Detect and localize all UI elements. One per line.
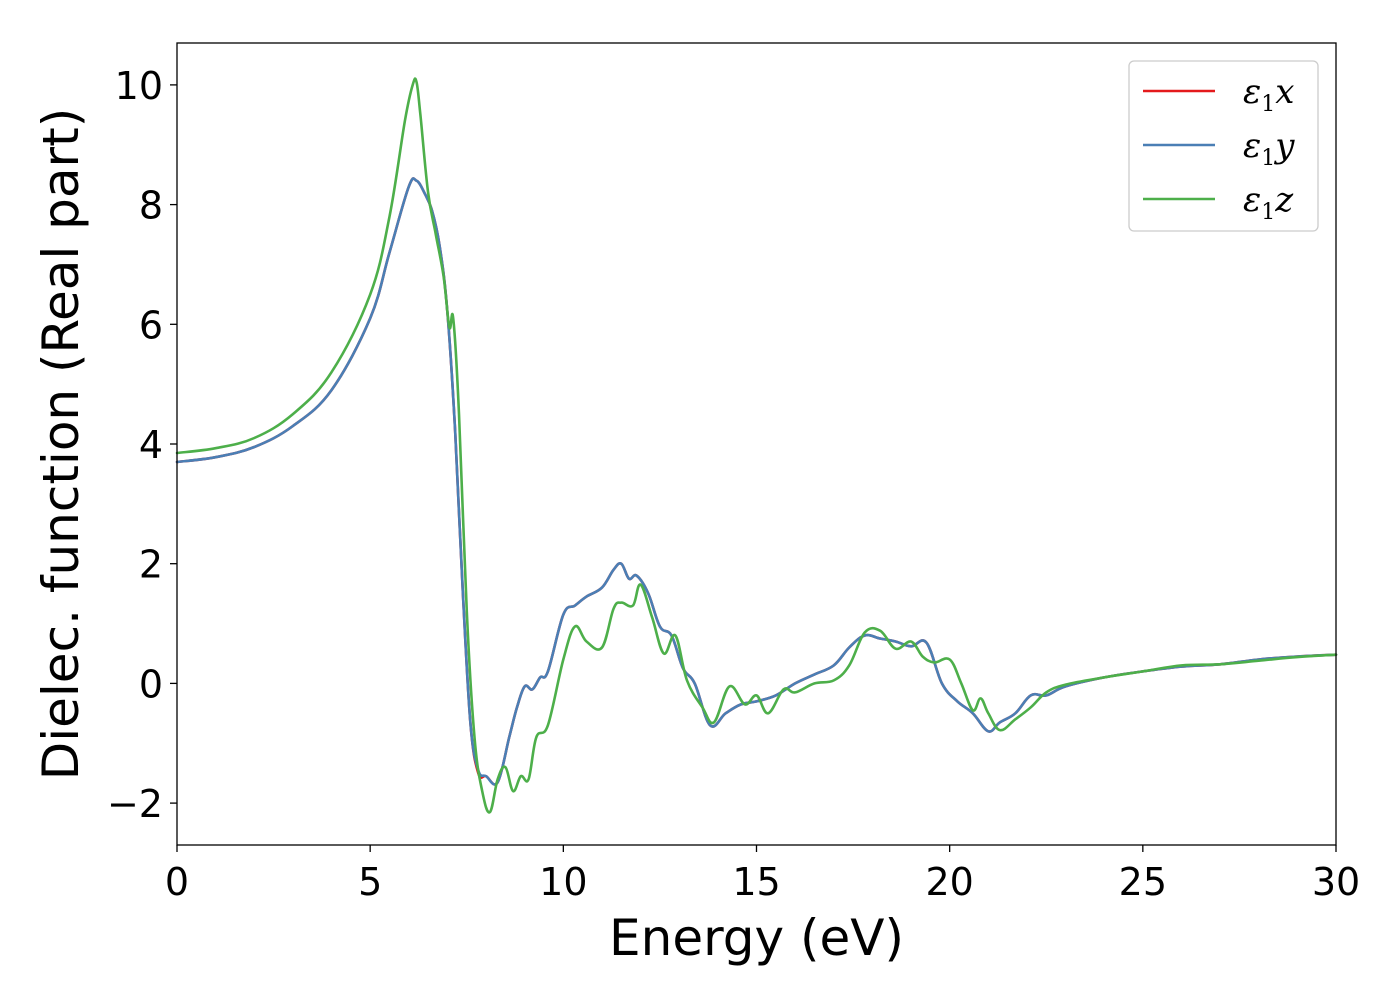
x-tick-label: 25 [1119,860,1167,904]
y-tick-label: 4 [139,423,163,467]
series-layer [175,77,1338,814]
legend-label-z: ε1z [1243,180,1294,225]
legend-label-y: ε1y [1243,126,1295,171]
y-tick-label: 10 [115,64,163,108]
x-tick-label: 10 [539,860,587,904]
x-tick-label: 15 [732,860,780,904]
x-tick-label: 20 [925,860,973,904]
y-tick-label: 0 [139,662,163,706]
x-axis-ticks: 0 5 10 15 20 25 30 [165,845,1360,904]
legend: ε1x ε1y ε1z [1128,60,1319,232]
x-tick-label: 30 [1312,860,1360,904]
y-tick-label: 2 [139,543,163,587]
y-axis-ticks: −2 0 2 4 6 8 10 [107,64,177,826]
legend-label-x: ε1x [1243,72,1294,117]
y-tick-label: 8 [139,184,163,228]
y-axis-label: Dielec. function (Real part) [32,108,90,780]
x-axis-label: Energy (eV) [609,909,904,967]
x-tick-label: 5 [358,860,382,904]
x-tick-label: 0 [165,860,189,904]
y-tick-label: 6 [139,303,163,347]
y-tick-label: −2 [107,782,163,826]
series-line-y [175,177,1338,786]
legend-box [1128,60,1319,232]
series-line-z [175,77,1338,814]
